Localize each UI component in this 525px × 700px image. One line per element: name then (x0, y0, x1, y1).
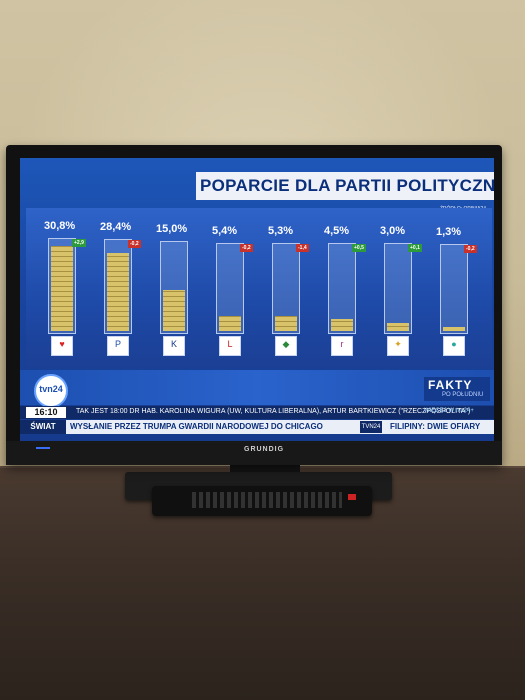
bar-value-label: 3,0% (380, 225, 406, 237)
change-badge: -0,2 (464, 245, 477, 253)
bar-tube (440, 244, 468, 334)
heart-logo: ♥ (51, 336, 73, 356)
psl-logo: ◆ (275, 336, 297, 356)
tv-stand-neck (230, 465, 300, 475)
bar (275, 316, 297, 331)
ticker-top (20, 406, 494, 419)
bar-tube (48, 238, 76, 334)
show-title: FAKTY (428, 378, 473, 392)
fakty-logo: FAKTY PO POŁUDNIU (424, 377, 490, 401)
watch-more: WIĘCEJ W tvn24+ (424, 408, 474, 414)
bar-tube (160, 241, 188, 334)
bar (387, 323, 409, 331)
page-title: POPARCIE DLA PARTII POLITYCZNYCH (200, 176, 494, 195)
remote-control (152, 486, 372, 516)
tv-screen: POPARCIE DLA PARTII POLITYCZNYCH ŹRÓDŁO:… (20, 158, 494, 441)
bar-value-label: 1,3% (436, 226, 462, 238)
tv-brand: GRUNDIG (244, 446, 285, 453)
ruch-logo: ● (443, 336, 465, 356)
category-badge: ŚWIAT (20, 420, 66, 434)
lewica-logo: L (219, 336, 241, 356)
bar-tube (216, 243, 244, 334)
bar-tube (328, 243, 356, 334)
lewica-icon: L (227, 339, 233, 349)
change-badge: -0,2 (240, 244, 253, 252)
change-badge: +0,5 (352, 244, 366, 252)
konfederacja-logo: K (163, 336, 185, 356)
razem-logo: r (331, 336, 353, 356)
tv-bezel-bottom (6, 441, 502, 465)
heart-icon: ♥ (59, 339, 65, 349)
tvn24-logo-text: tvn24 (39, 384, 63, 394)
bar-tube (104, 239, 132, 334)
power-button (348, 494, 356, 500)
ticker-top-text: TAK JEST 18:00 DR HAB. KAROLINA WIGURA (… (76, 408, 471, 415)
bar-value-label: 28,4% (100, 221, 132, 233)
power-led (36, 447, 50, 449)
psl-icon: ◆ (282, 339, 290, 349)
polska-2050-icon: ✦ (394, 339, 402, 349)
show-subtitle: PO POŁUDNIU (442, 392, 484, 398)
bar-value-label: 30,8% (44, 220, 76, 232)
bar-value-label: 5,4% (212, 225, 238, 237)
tvn24-logo: tvn24 (34, 374, 68, 408)
change-badge: -0,2 (128, 240, 141, 248)
bar-value-label: 15,0% (156, 223, 188, 235)
bar-value-label: 4,5% (324, 225, 350, 237)
bar-value-label: 5,3% (268, 225, 294, 237)
clock: 16:10 (26, 407, 66, 418)
title-bar: POPARCIE DLA PARTII POLITYCZNYCH (196, 172, 494, 200)
bar (163, 290, 185, 331)
bar-tube (384, 243, 412, 334)
pis-logo: P (107, 336, 129, 356)
konfederacja-icon: K (170, 339, 177, 349)
headline-2: FILIPINY: DWIE OFIARY (390, 422, 481, 431)
change-badge: +0,1 (408, 244, 422, 252)
headline: WYSŁANIE PRZEZ TRUMPA GWARDII NARODOWEJ … (70, 422, 323, 431)
bar (219, 316, 241, 331)
polska-2050-logo: ✦ (387, 336, 409, 356)
change-badge: -1,4 (296, 244, 309, 252)
lower-band (20, 370, 494, 405)
tvn24-tag: TVN24 (360, 421, 382, 433)
bar-tube (272, 243, 300, 334)
bar (51, 246, 73, 331)
television: POPARCIE DLA PARTII POLITYCZNYCH ŹRÓDŁO:… (6, 145, 502, 465)
ruch-icon: ● (451, 339, 457, 349)
remote-buttons (192, 492, 342, 508)
bar (331, 319, 353, 331)
bar (107, 253, 129, 331)
change-badge: +2,9 (72, 239, 86, 247)
pis-icon: P (114, 339, 121, 349)
bar (443, 327, 465, 331)
support-chart: 30,8% +2,9 ♥ 28,4% -0,2 P 15,0% K 5,4% -0,2 L 5,3% -… (26, 208, 492, 368)
razem-icon: r (340, 339, 344, 349)
